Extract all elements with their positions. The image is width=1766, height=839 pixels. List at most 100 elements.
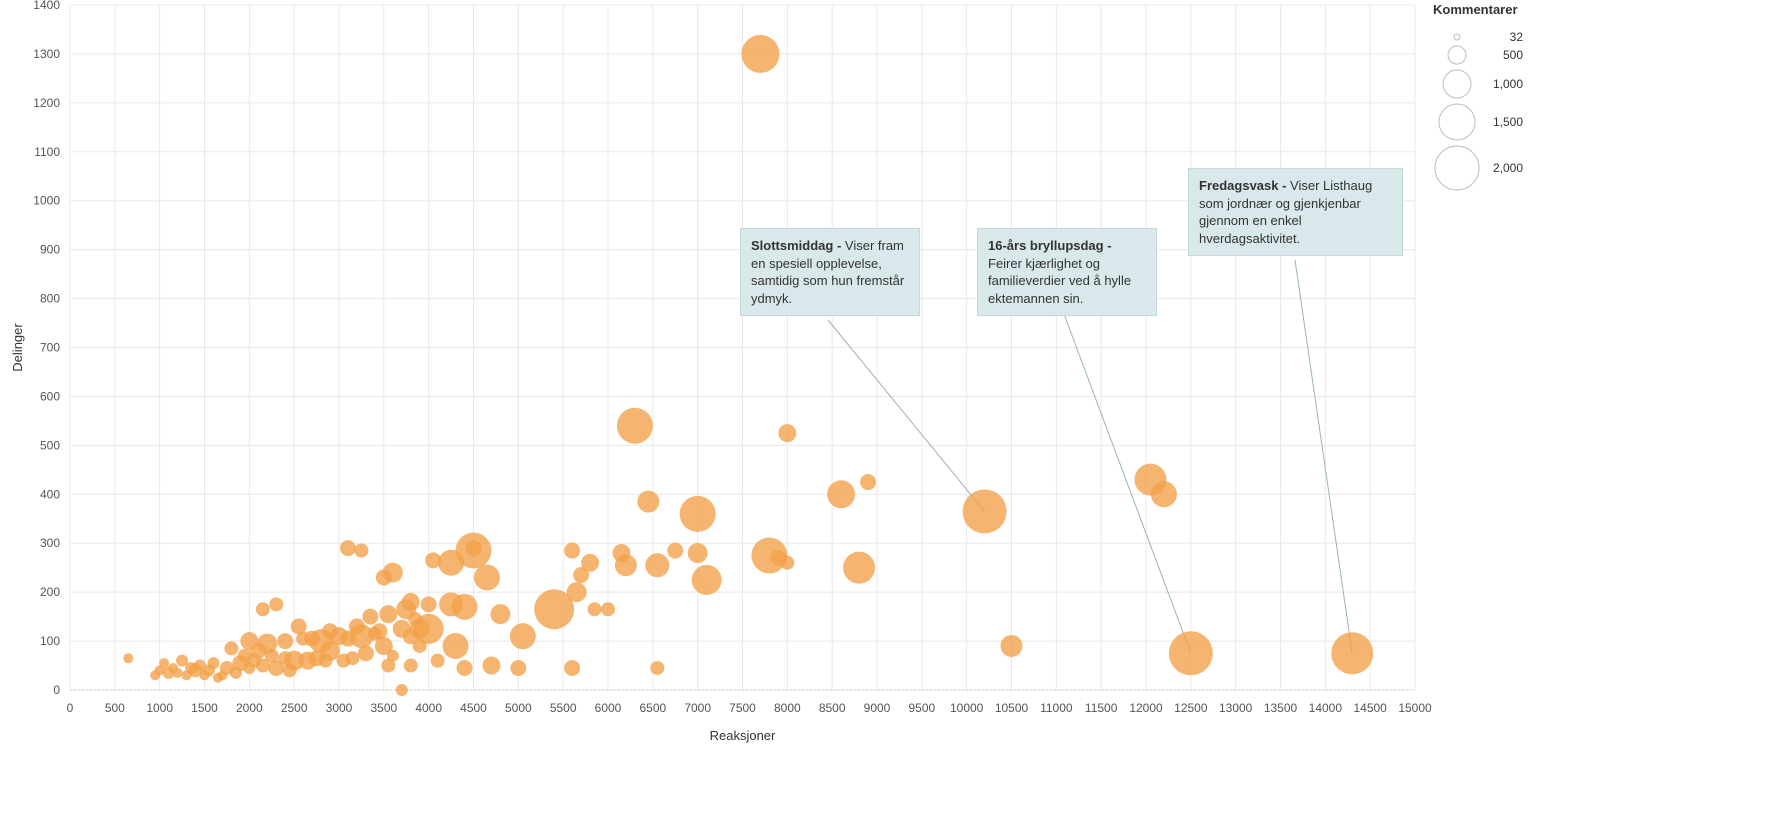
legend-bubble — [1448, 46, 1466, 64]
x-tick-label: 13000 — [1219, 701, 1253, 715]
data-point[interactable] — [843, 552, 875, 584]
x-tick-label: 14500 — [1353, 701, 1387, 715]
data-point[interactable] — [645, 553, 669, 577]
y-tick-label: 1100 — [34, 145, 60, 159]
data-point[interactable] — [439, 592, 463, 616]
data-point[interactable] — [667, 543, 683, 559]
data-point[interactable] — [650, 661, 664, 675]
data-point[interactable] — [457, 660, 473, 676]
data-point[interactable] — [277, 633, 293, 649]
data-point[interactable] — [163, 667, 175, 679]
x-tick-label: 11500 — [1085, 701, 1118, 715]
annotation-box: Slottsmiddag - Viser fram en spesiell op… — [740, 228, 920, 316]
y-tick-label: 1200 — [33, 96, 60, 110]
data-point[interactable] — [1331, 632, 1373, 674]
data-point[interactable] — [443, 633, 469, 659]
data-point[interactable] — [150, 670, 160, 680]
y-tick-label: 200 — [40, 585, 60, 599]
data-point[interactable] — [1169, 631, 1213, 675]
x-tick-label: 5000 — [505, 701, 532, 715]
data-point[interactable] — [482, 657, 500, 675]
data-point[interactable] — [564, 543, 580, 559]
bubble-chart: 0500100015002000250030003500400045005000… — [0, 0, 1766, 839]
data-point[interactable] — [588, 602, 602, 616]
data-point[interactable] — [431, 654, 445, 668]
data-point[interactable] — [573, 567, 589, 583]
data-point[interactable] — [963, 489, 1007, 533]
data-point[interactable] — [637, 491, 659, 513]
data-point[interactable] — [438, 550, 464, 576]
data-point[interactable] — [510, 660, 526, 676]
data-point[interactable] — [1151, 481, 1177, 507]
data-point[interactable] — [601, 602, 615, 616]
data-point[interactable] — [354, 544, 368, 558]
x-tick-label: 7000 — [684, 701, 711, 715]
data-point[interactable] — [490, 604, 510, 624]
annotation-leader — [1295, 260, 1352, 653]
y-tick-label: 800 — [40, 292, 60, 306]
chart-svg: 0500100015002000250030003500400045005000… — [0, 0, 1766, 839]
y-tick-label: 0 — [53, 683, 60, 697]
y-tick-label: 100 — [40, 634, 60, 648]
data-point[interactable] — [688, 543, 708, 563]
data-point[interactable] — [692, 565, 722, 595]
legend-bubble — [1435, 146, 1479, 190]
data-point[interactable] — [617, 408, 653, 444]
data-point[interactable] — [240, 632, 258, 650]
data-point[interactable] — [510, 623, 536, 649]
data-point[interactable] — [421, 596, 437, 612]
y-tick-label: 700 — [40, 341, 60, 355]
data-point[interactable] — [780, 556, 794, 570]
data-point[interactable] — [123, 653, 133, 663]
data-point[interactable] — [224, 641, 238, 655]
data-point[interactable] — [283, 663, 297, 677]
data-point[interactable] — [379, 605, 397, 623]
data-point[interactable] — [376, 569, 392, 585]
data-point[interactable] — [534, 589, 574, 629]
data-point[interactable] — [381, 659, 395, 673]
annotation-leaders — [828, 260, 1352, 653]
x-tick-label: 4000 — [415, 701, 442, 715]
gridlines — [70, 5, 1415, 690]
data-point[interactable] — [564, 660, 580, 676]
x-tick-label: 8500 — [819, 701, 846, 715]
x-tick-label: 9000 — [864, 701, 891, 715]
data-point[interactable] — [474, 564, 500, 590]
data-point[interactable] — [396, 684, 408, 696]
data-point[interactable] — [404, 659, 418, 673]
x-tick-label: 1000 — [146, 701, 173, 715]
annotation-title: 16-års bryllupsdag - — [988, 238, 1112, 253]
data-point[interactable] — [176, 655, 188, 667]
data-point[interactable] — [680, 496, 716, 532]
data-point[interactable] — [393, 620, 411, 638]
data-point[interactable] — [256, 602, 270, 616]
x-tick-label: 4500 — [460, 701, 487, 715]
x-tick-label: 9500 — [908, 701, 935, 715]
data-point[interactable] — [425, 552, 441, 568]
y-tick-label: 300 — [40, 536, 60, 550]
x-tick-label: 6500 — [639, 701, 666, 715]
x-tick-label: 12000 — [1129, 701, 1163, 715]
data-point[interactable] — [213, 673, 223, 683]
data-point[interactable] — [340, 540, 356, 556]
y-tick-label: 900 — [40, 243, 60, 257]
x-tick-label: 2000 — [236, 701, 263, 715]
annotation-leader — [1064, 314, 1191, 653]
data-point[interactable] — [615, 554, 637, 576]
data-point[interactable] — [1001, 635, 1023, 657]
data-point[interactable] — [741, 35, 779, 73]
legend-label: 1,500 — [1493, 115, 1523, 129]
data-point[interactable] — [827, 480, 855, 508]
data-point[interactable] — [396, 599, 416, 619]
data-point[interactable] — [269, 597, 283, 611]
x-tick-label: 3500 — [370, 701, 397, 715]
legend-title: Kommentarer — [1433, 2, 1518, 17]
data-point[interactable] — [291, 618, 307, 634]
data-point[interactable] — [860, 474, 876, 490]
data-point[interactable] — [466, 540, 482, 556]
data-point[interactable] — [182, 670, 192, 680]
data-point[interactable] — [778, 424, 796, 442]
x-tick-label: 13500 — [1264, 701, 1298, 715]
x-tick-label: 14000 — [1309, 701, 1343, 715]
data-point[interactable] — [362, 609, 378, 625]
